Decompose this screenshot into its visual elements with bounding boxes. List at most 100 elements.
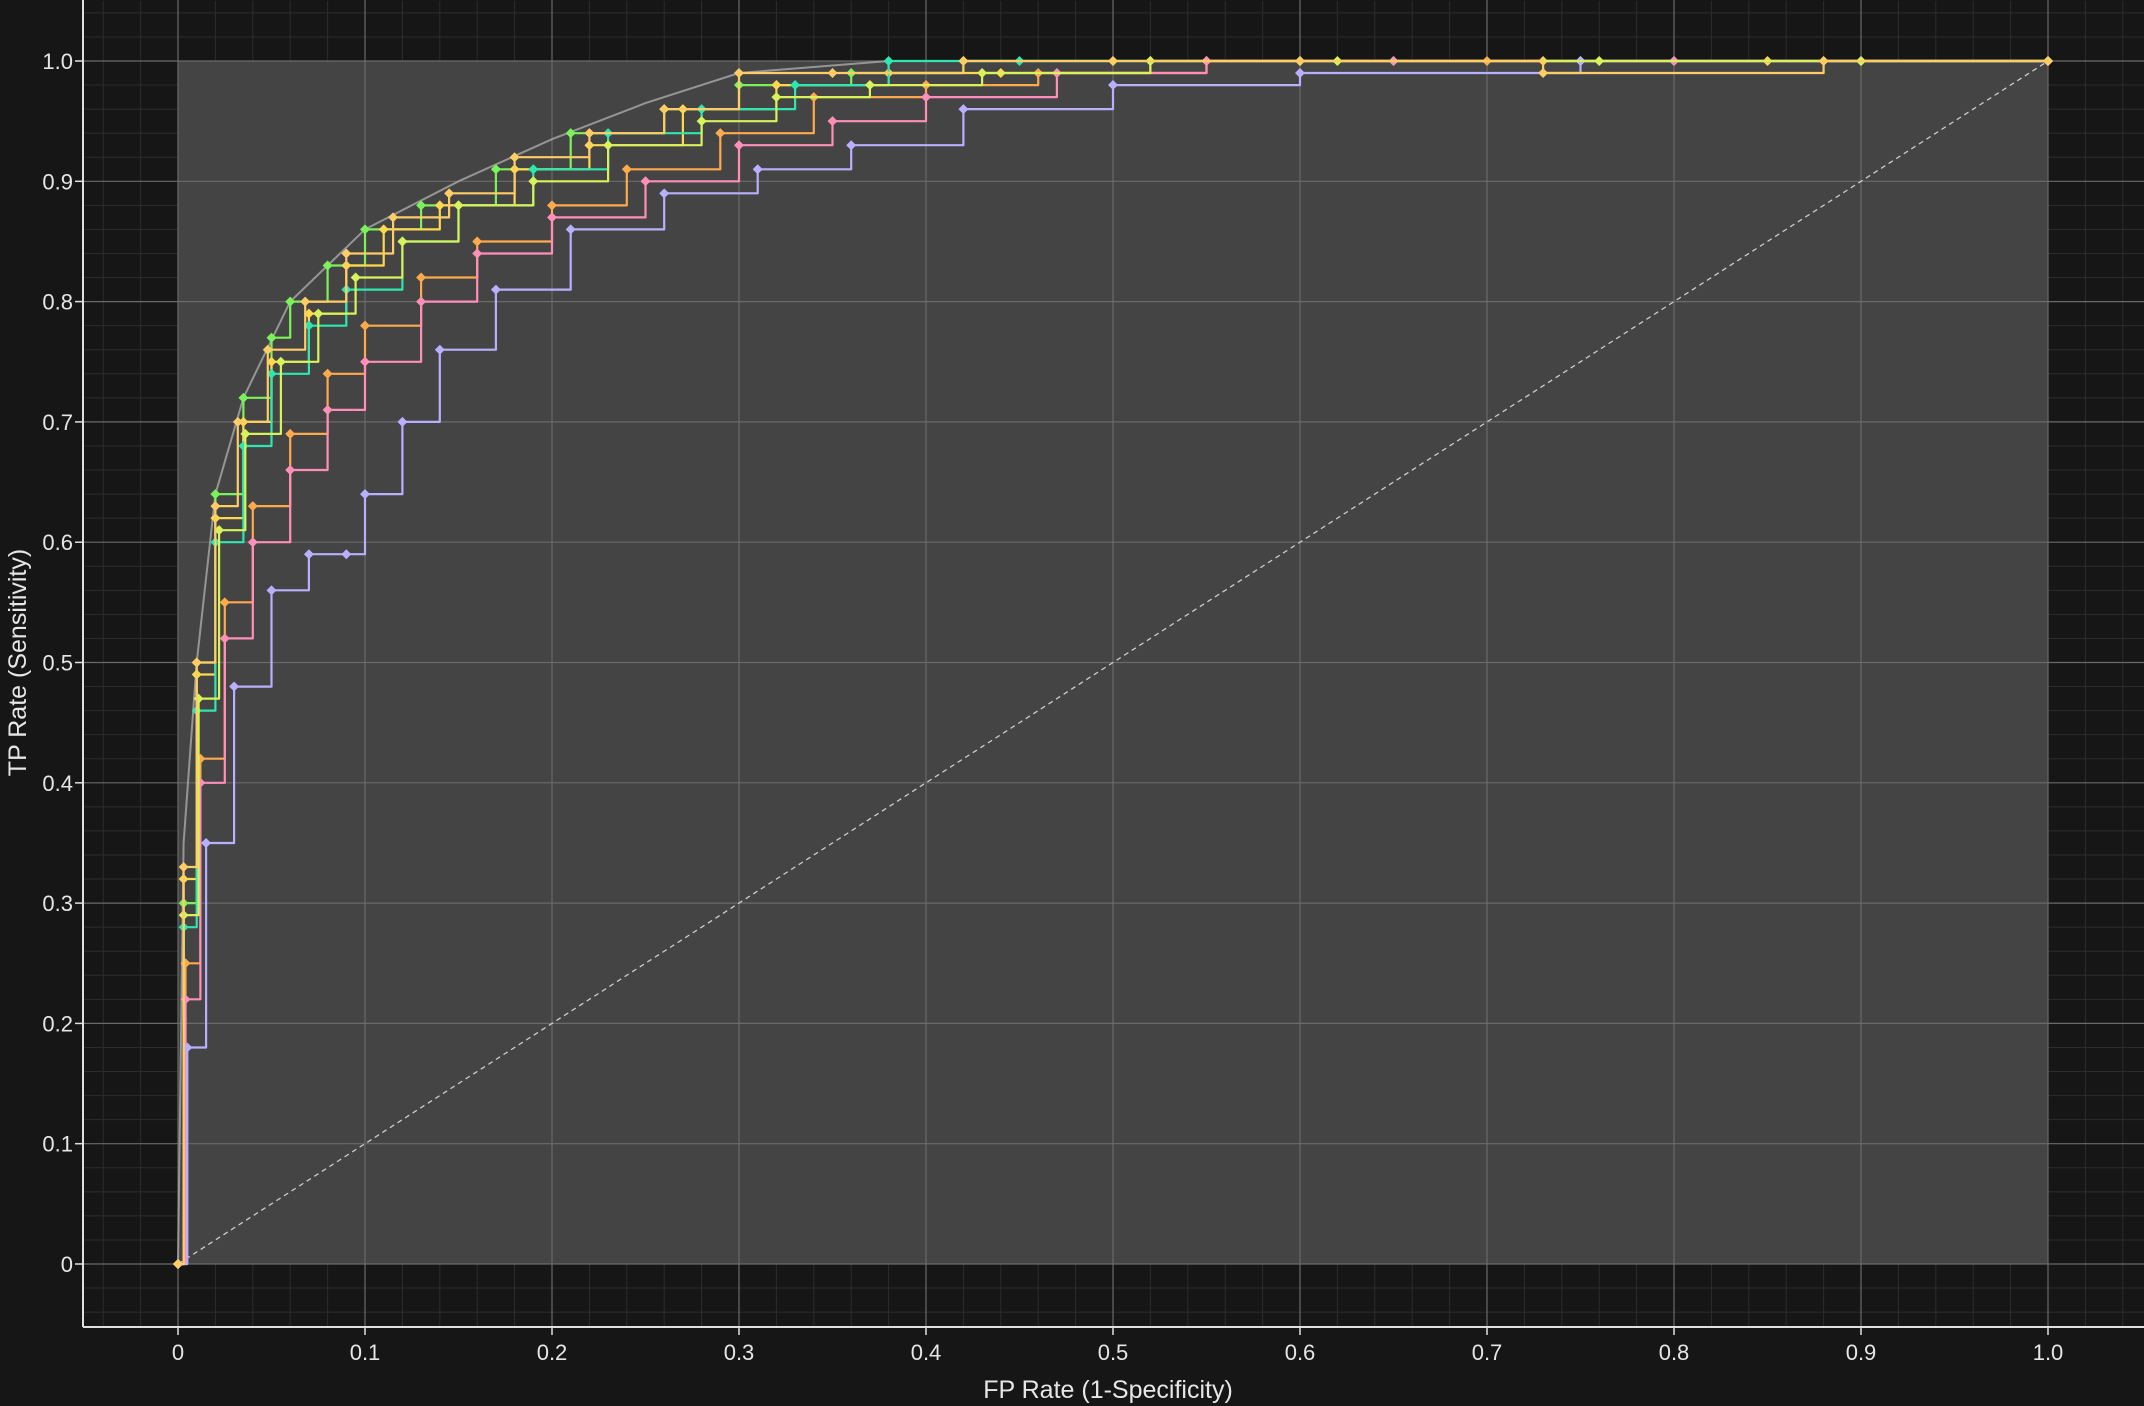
roc-point	[322, 368, 333, 379]
roc-point	[640, 176, 651, 187]
x-tick-label: 0.8	[1659, 1340, 1690, 1365]
y-tick-label: 0.3	[42, 891, 73, 916]
roc-line	[178, 59, 2048, 1266]
roc-point	[240, 428, 251, 439]
x-tick-label: 0.1	[350, 1340, 381, 1365]
roc-point	[173, 1259, 183, 1269]
roc-point	[1108, 80, 1118, 91]
roc-point	[434, 344, 445, 355]
x-tick-label: 0.2	[537, 1340, 568, 1365]
y-tick-label: 0.8	[42, 290, 73, 315]
roc-point	[322, 260, 333, 271]
y-tick-label: 0	[61, 1252, 73, 1277]
roc-point	[266, 356, 277, 367]
roc-point	[182, 1042, 193, 1053]
roc-point	[547, 200, 557, 211]
roc-point	[472, 248, 483, 259]
roc-point	[266, 368, 277, 379]
roc-point	[266, 585, 277, 596]
chance-diagonal	[177, 60, 2049, 1265]
roc-point	[360, 356, 370, 367]
roc-point	[219, 597, 230, 608]
roc-point	[210, 489, 221, 500]
roc-point	[528, 176, 539, 187]
roc-point	[771, 92, 782, 103]
roc-point	[388, 212, 399, 223]
roc-point	[958, 104, 969, 115]
roc-point	[509, 152, 520, 163]
roc-point	[696, 116, 707, 127]
y-tick-label: 0.1	[42, 1132, 73, 1157]
roc-point	[790, 80, 801, 91]
roc-point	[247, 537, 258, 548]
roc-point	[266, 332, 277, 343]
convex-hull	[177, 60, 2048, 1265]
roc-point	[584, 128, 595, 139]
roc-point	[360, 320, 370, 331]
roc-point	[378, 224, 389, 235]
roc-point	[752, 164, 763, 175]
roc-point	[350, 272, 361, 283]
roc-point	[416, 272, 427, 283]
roc-point	[1818, 56, 1829, 66]
roc-point	[285, 465, 296, 476]
roc-point	[977, 68, 988, 79]
x-tick-label: 0.7	[1472, 1340, 1503, 1365]
roc-point	[397, 416, 408, 427]
roc-point	[734, 140, 744, 151]
roc-point	[846, 140, 857, 151]
roc-point	[285, 428, 296, 439]
roc-point	[827, 116, 838, 127]
x-tick-labels: 0 0.1 0.2 0.3 0.4 0.5 0.6 0.7 0.8 0.9 1.0	[172, 1327, 2063, 1365]
roc-point	[827, 68, 838, 79]
roc-point	[360, 224, 370, 235]
roc-point	[303, 308, 314, 319]
roc-point	[453, 200, 464, 211]
roc-point	[659, 188, 670, 199]
roc-point	[958, 56, 969, 66]
roc-point	[238, 392, 249, 403]
y-tick-label: 0.4	[42, 771, 73, 796]
roc-point	[864, 80, 875, 91]
roc-series-5	[173, 56, 2053, 1269]
roc-point	[303, 549, 314, 560]
roc-point	[341, 248, 352, 259]
roc-point	[397, 236, 408, 247]
roc-point	[921, 92, 931, 103]
roc-point	[1295, 56, 1305, 66]
roc-point	[191, 657, 202, 668]
roc-point	[434, 200, 445, 211]
roc-point	[490, 284, 501, 295]
roc-point	[771, 80, 782, 91]
x-tick-label: 0.6	[1285, 1340, 1316, 1365]
roc-point	[547, 212, 557, 223]
roc-point	[603, 140, 614, 151]
roc-point	[528, 164, 539, 175]
roc-point	[322, 404, 333, 415]
roc-point	[621, 164, 632, 175]
roc-point	[883, 56, 894, 66]
roc-series-7	[173, 56, 2053, 1269]
roc-point	[565, 128, 576, 139]
roc-point	[201, 837, 212, 848]
y-tick-label: 1.0	[42, 49, 73, 74]
roc-point	[1108, 56, 1118, 66]
roc-point	[178, 862, 189, 873]
roc-point	[229, 681, 240, 692]
roc-point	[416, 296, 427, 307]
roc-point	[715, 128, 726, 139]
roc-point	[300, 296, 311, 307]
roc-point	[247, 501, 258, 512]
roc-point	[341, 549, 352, 560]
roc-point	[416, 200, 427, 211]
roc-point	[262, 344, 273, 355]
y-tick-labels: 0 0.1 0.2 0.3 0.4 0.5 0.6 0.7 0.8 0.9 1.0	[42, 49, 83, 1277]
x-tick-label: 0.3	[724, 1340, 755, 1365]
roc-point	[2043, 56, 2053, 66]
y-tick-label: 0.9	[42, 169, 73, 194]
roc-point	[214, 525, 225, 536]
roc-series	[173, 56, 2053, 1269]
roc-point	[659, 104, 670, 115]
diagonal-line	[177, 60, 2049, 1265]
